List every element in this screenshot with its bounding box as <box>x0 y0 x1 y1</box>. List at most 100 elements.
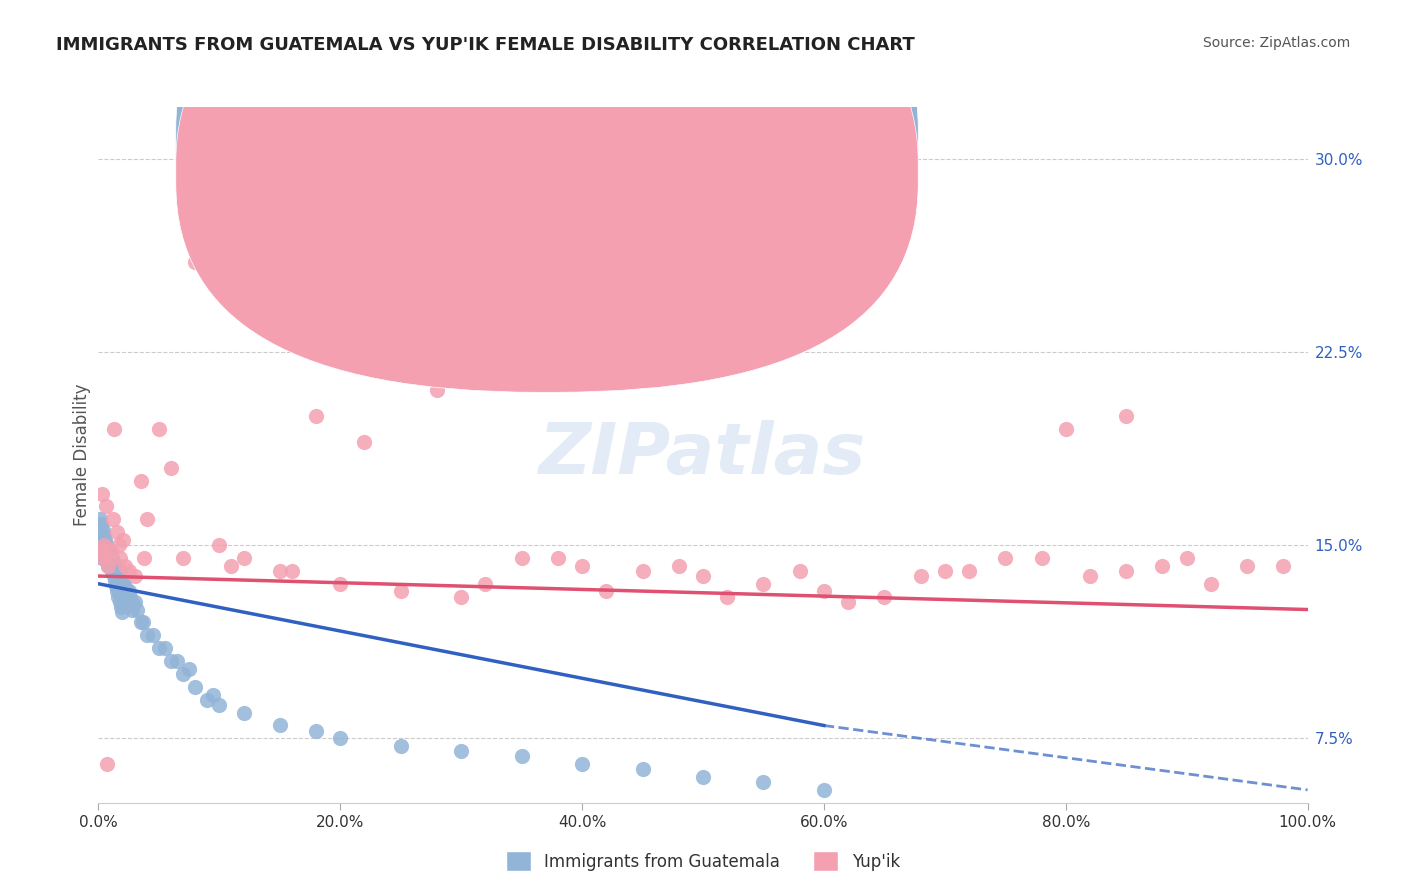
FancyBboxPatch shape <box>522 107 884 211</box>
Point <box>202 688 225 702</box>
Y-axis label: Female Disability: Female Disability <box>73 384 91 526</box>
Point <box>96 757 118 772</box>
Text: Source: ZipAtlas.com: Source: ZipAtlas.com <box>1202 36 1350 50</box>
Point <box>692 569 714 583</box>
Point <box>108 551 131 566</box>
Point <box>118 584 141 599</box>
Text: ZIPatlas: ZIPatlas <box>540 420 866 490</box>
Point <box>994 551 1017 566</box>
Point <box>114 558 136 573</box>
Point <box>571 558 593 573</box>
Point <box>97 558 120 573</box>
Point <box>269 718 291 732</box>
Point <box>132 615 155 630</box>
Point <box>101 564 124 578</box>
Point <box>1115 409 1137 424</box>
Point <box>160 460 183 475</box>
Point <box>426 384 449 398</box>
Point <box>281 564 304 578</box>
Point <box>329 731 352 746</box>
Point <box>97 549 120 563</box>
Point <box>134 551 156 566</box>
Point <box>91 551 114 566</box>
Point <box>450 590 472 604</box>
Point <box>111 533 134 547</box>
Point <box>97 558 120 573</box>
Point <box>135 512 157 526</box>
Point <box>98 551 121 566</box>
Point <box>353 435 375 450</box>
Point <box>232 706 254 720</box>
Point <box>184 680 207 694</box>
Point <box>118 564 141 578</box>
Point <box>98 553 121 567</box>
Point <box>179 662 201 676</box>
Point <box>153 641 176 656</box>
Point <box>1272 558 1295 573</box>
Legend: Immigrants from Guatemala, Yup'ik: Immigrants from Guatemala, Yup'ik <box>499 845 907 878</box>
Point <box>100 558 122 573</box>
FancyBboxPatch shape <box>176 0 918 392</box>
Point <box>89 512 111 526</box>
Point <box>107 590 129 604</box>
Point <box>595 584 617 599</box>
Point <box>166 654 188 668</box>
Point <box>813 783 835 797</box>
Point <box>111 576 134 591</box>
Point <box>108 595 131 609</box>
Point <box>934 564 956 578</box>
Point <box>1078 569 1101 583</box>
Point <box>837 595 859 609</box>
Point <box>221 558 243 573</box>
Point <box>93 528 115 542</box>
Text: N = 65: N = 65 <box>727 173 789 191</box>
Point <box>269 564 291 578</box>
Point <box>103 422 125 436</box>
Point <box>100 553 122 567</box>
Point <box>105 569 128 583</box>
Point <box>96 543 118 558</box>
Point <box>172 667 194 681</box>
Point <box>510 749 533 764</box>
Point <box>789 564 811 578</box>
Point <box>1115 564 1137 578</box>
Point <box>631 762 654 776</box>
Point <box>103 556 125 570</box>
Point <box>450 744 472 758</box>
Point <box>108 538 131 552</box>
Point <box>124 569 146 583</box>
Point <box>232 551 254 566</box>
Point <box>94 500 117 514</box>
Point <box>127 602 149 616</box>
Point <box>93 538 115 552</box>
Point <box>195 692 218 706</box>
Point <box>101 512 124 526</box>
Point <box>1199 576 1222 591</box>
Point <box>510 551 533 566</box>
Point <box>91 523 114 537</box>
Point <box>129 615 152 630</box>
Point <box>305 723 328 738</box>
Point <box>104 579 127 593</box>
Point <box>90 517 112 532</box>
Point <box>103 569 125 583</box>
Point <box>105 584 128 599</box>
Point <box>91 551 114 566</box>
Point <box>957 564 980 578</box>
Point <box>110 599 132 614</box>
Point <box>135 628 157 642</box>
Point <box>873 590 896 604</box>
Point <box>94 533 117 547</box>
Point <box>111 605 134 619</box>
Point <box>752 576 775 591</box>
Text: N = 71: N = 71 <box>727 138 790 156</box>
Point <box>208 698 231 712</box>
Point <box>571 757 593 772</box>
Text: R = −0.144: R = −0.144 <box>558 138 662 156</box>
Point <box>101 564 124 578</box>
Point <box>105 525 128 540</box>
Point <box>142 628 165 642</box>
Point <box>98 543 121 558</box>
Point <box>89 525 111 540</box>
Point <box>114 590 136 604</box>
